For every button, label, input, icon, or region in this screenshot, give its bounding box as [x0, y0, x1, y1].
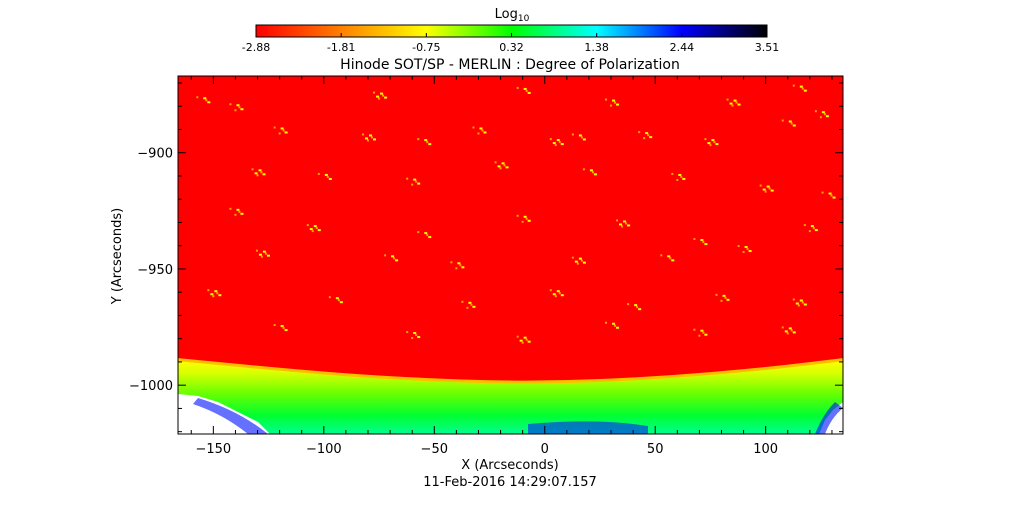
colorbar: Log10 -2.88 -1.81 -0.75 0.32 1.38 2.44 3.51: [242, 7, 779, 54]
bright-feature: [417, 138, 432, 146]
footer-date: 11-Feb-2016 14:29:07.157: [423, 475, 597, 490]
bright-feature: [638, 131, 653, 140]
bright-feature: [461, 300, 476, 309]
bright-feature: [516, 335, 531, 344]
x-tick-label: −150: [195, 442, 231, 457]
x-axis-label: X (Arcseconds): [461, 458, 558, 473]
bright-feature: [306, 224, 321, 233]
bright-feature: [273, 126, 288, 135]
bright-feature: [582, 168, 597, 176]
bright-feature: [549, 138, 564, 147]
x-tick-label: 100: [753, 442, 778, 457]
off-limb-region: [178, 359, 843, 434]
bright-feature: [660, 254, 675, 262]
plot-frame: [177, 75, 844, 435]
bright-feature: [792, 84, 807, 92]
colorbar-tick-label: -2.88: [242, 41, 270, 54]
bright-feature: [373, 91, 388, 100]
bright-feature: [417, 231, 432, 239]
colorbar-ticks: -2.88 -1.81 -0.75 0.32 1.38 2.44 3.51: [242, 33, 779, 54]
colorbar-tick-label: 2.44: [670, 41, 695, 54]
bright-feature: [516, 214, 531, 223]
bright-feature: [571, 133, 586, 141]
bright-feature: [693, 238, 708, 246]
bright-feature: [616, 219, 631, 228]
bright-feature: [516, 86, 531, 94]
y-tick-label: −1000: [129, 379, 173, 394]
colorbar-label: Log10: [495, 7, 530, 24]
off-limb-blue-edge: [528, 421, 648, 434]
bright-feature: [328, 296, 343, 304]
bright-feature: [494, 161, 509, 170]
plot-area: [178, 76, 843, 434]
y-axis-label: Y (Arcseconds): [110, 208, 125, 305]
bright-feature: [814, 110, 829, 119]
bright-feature: [792, 298, 807, 307]
bright-feature: [384, 254, 399, 262]
off-limb-blue-edge: [193, 398, 268, 434]
x-tick-label: −100: [306, 442, 342, 457]
bright-feature: [229, 207, 244, 216]
bright-feature: [759, 184, 774, 193]
x-axis: −150 −100 −50 0 50 100: [190, 76, 833, 457]
bright-features: [196, 84, 836, 344]
x-tick-label: −50: [421, 442, 448, 457]
bright-feature: [229, 103, 244, 112]
chart-title: Hinode SOT/SP - MERLIN : Degree of Polar…: [340, 57, 680, 73]
y-tick-label: −950: [137, 263, 173, 278]
bright-feature: [207, 289, 222, 298]
bright-feature: [549, 289, 564, 298]
bright-feature: [255, 249, 270, 258]
bright-feature: [406, 177, 421, 186]
bright-feature: [803, 224, 818, 233]
colorbar-tick-label: 1.38: [584, 41, 609, 54]
limb-line: [178, 358, 843, 384]
bright-feature: [472, 126, 487, 135]
off-limb-blue-edge: [815, 402, 843, 434]
bright-feature: [571, 256, 586, 265]
colorbar-tick-label: 0.32: [499, 41, 524, 54]
bright-feature: [605, 321, 620, 329]
bright-feature: [693, 328, 708, 337]
bright-feature: [726, 98, 741, 107]
bright-feature: [781, 326, 796, 335]
bright-feature: [273, 324, 288, 332]
bright-feature: [450, 261, 465, 270]
bright-feature: [406, 331, 421, 340]
bright-feature: [627, 303, 642, 311]
x-tick-label: 50: [647, 442, 664, 457]
bright-feature: [362, 133, 376, 142]
colorbar-tick-label: -0.75: [412, 41, 440, 54]
y-axis: −900 −950 −1000: [129, 82, 843, 433]
bright-feature: [671, 172, 686, 181]
bright-feature: [196, 96, 211, 104]
bright-feature: [704, 138, 719, 147]
bright-feature: [605, 98, 620, 107]
x-tick-label: 0: [541, 442, 549, 457]
bright-feature: [715, 293, 730, 302]
bright-feature: [821, 191, 836, 199]
bright-feature: [251, 168, 266, 177]
bright-feature: [737, 245, 752, 254]
bright-feature: [781, 119, 796, 127]
colorbar-tick-label: 3.51: [755, 41, 780, 54]
y-tick-label: −900: [137, 147, 173, 162]
colorbar-tick-label: -1.81: [327, 41, 355, 54]
bright-feature: [317, 172, 332, 180]
